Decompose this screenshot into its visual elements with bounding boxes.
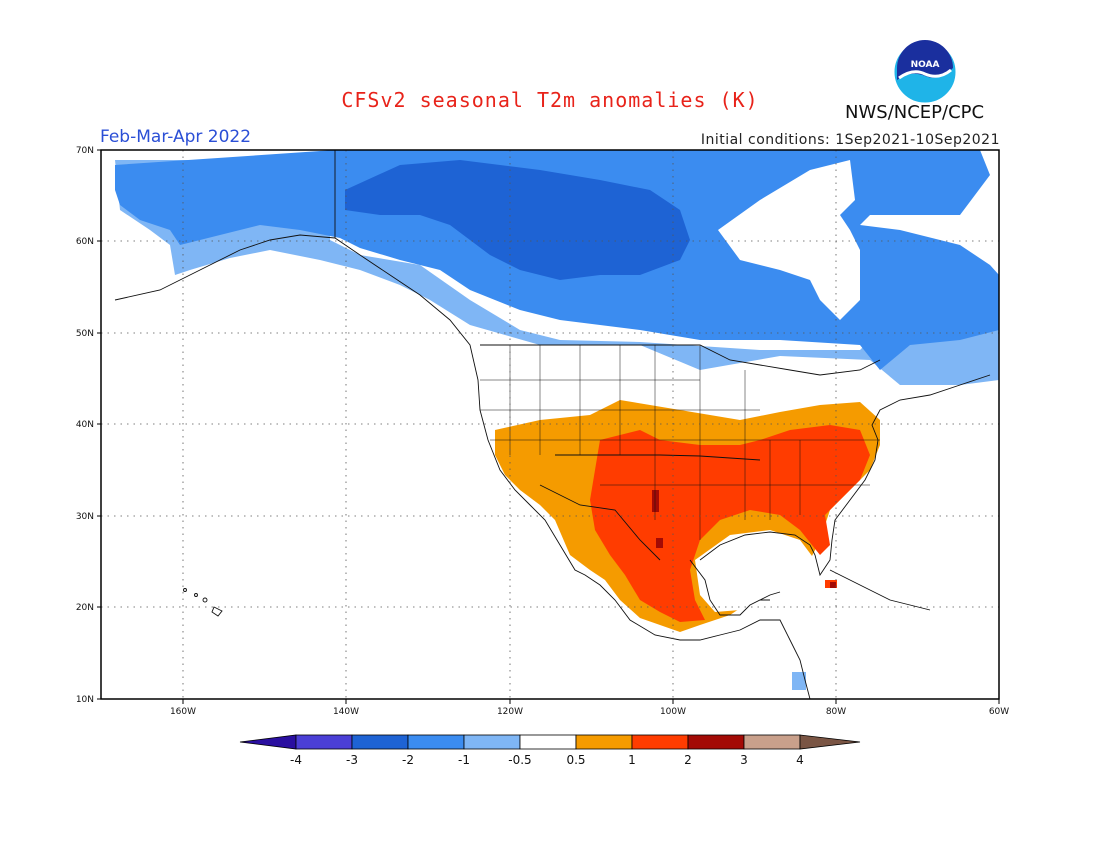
colorbar-label: -1 xyxy=(458,753,470,767)
colorbar-label: 3 xyxy=(740,753,748,767)
cold-anomaly-strong-region xyxy=(345,160,690,280)
colorbar-label: -3 xyxy=(346,753,358,767)
state-borders xyxy=(480,345,880,540)
lat-label-40n: 40N xyxy=(76,420,94,430)
lat-label-30n: 30N xyxy=(76,512,94,522)
lon-label-140w: 140W xyxy=(333,707,359,717)
colorbar-right-arrow xyxy=(799,734,861,750)
lat-label-60n: 60N xyxy=(76,237,94,247)
graticule xyxy=(101,150,999,699)
logo-text: NOAA xyxy=(911,60,940,70)
chart-title: CFSv2 seasonal T2m anomalies (K) xyxy=(341,88,759,112)
lon-label-80w: 80W xyxy=(826,707,846,717)
colorbar-label: 0.5 xyxy=(566,753,585,767)
lon-label-120w: 120W xyxy=(497,707,523,717)
lon-label-160w: 160W xyxy=(170,707,196,717)
colorbar-label: 4 xyxy=(796,753,804,767)
lon-axis: 160W 140W 120W 100W 80W 60W xyxy=(170,699,1009,717)
lon-label-60w: 60W xyxy=(989,707,1009,717)
noaa-logo-icon: NOAA xyxy=(893,40,957,104)
lat-axis: 70N 60N 50N 40N 30N 20N 10N xyxy=(76,146,101,705)
colorbar-swatch xyxy=(295,734,353,750)
colorbar-swatch xyxy=(743,734,801,750)
colorbar-swatch xyxy=(575,734,633,750)
lon-label-100w: 100W xyxy=(660,707,686,717)
colorbar-label: -2 xyxy=(402,753,414,767)
coastlines xyxy=(114,150,991,700)
agency-label: NWS/NCEP/CPC xyxy=(845,102,985,123)
lat-label-50n: 50N xyxy=(76,329,94,339)
initial-conditions-label: Initial conditions: 1Sep2021-10Sep2021 xyxy=(700,132,1000,148)
colorbar-label: -4 xyxy=(290,753,302,767)
colorbar-label: -0.5 xyxy=(508,753,531,767)
colorbar-swatch xyxy=(351,734,409,750)
lat-label-70n: 70N xyxy=(76,146,94,156)
colorbar-swatch xyxy=(407,734,465,750)
colorbar-left-arrow xyxy=(239,734,297,750)
colorbar-swatch xyxy=(519,734,577,750)
season-label: Feb-Mar-Apr 2022 xyxy=(100,127,252,147)
colorbar: -4 -3 -2 -1 -0.5 0.5 1 2 3 4 xyxy=(239,734,861,767)
colorbar-label: 1 xyxy=(628,753,636,767)
colorbar-swatch xyxy=(687,734,745,750)
lat-label-10n: 10N xyxy=(76,695,94,705)
colorbar-label: 2 xyxy=(684,753,692,767)
warm-anomaly-strong-region xyxy=(652,490,836,588)
colorbar-swatch xyxy=(631,734,689,750)
lat-label-20n: 20N xyxy=(76,603,94,613)
colorbar-swatch xyxy=(463,734,521,750)
hawaii-islands xyxy=(183,588,223,617)
